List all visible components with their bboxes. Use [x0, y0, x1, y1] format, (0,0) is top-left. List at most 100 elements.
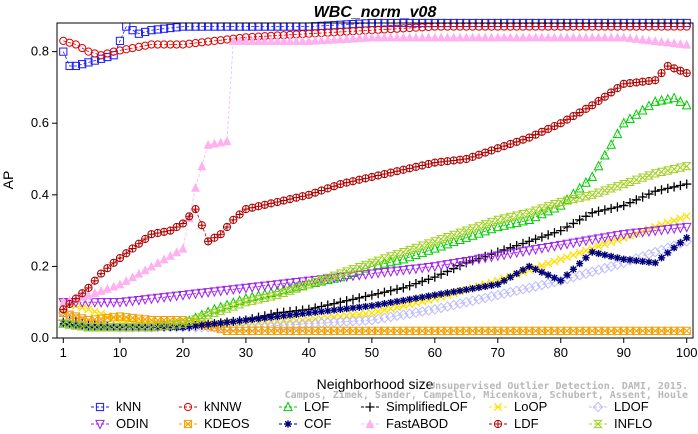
data-point-odin	[499, 250, 509, 261]
data-point-fastabod	[165, 250, 175, 260]
data-point-simplifiedlof	[575, 215, 585, 225]
data-point-lof	[606, 138, 617, 149]
data-point-simplifiedlof	[612, 202, 623, 212]
data-point-ldof	[498, 288, 510, 299]
data-point-odin	[373, 268, 384, 279]
data-point-fastabod	[669, 38, 679, 48]
data-point-cof	[613, 254, 622, 262]
data-point-knnw	[128, 43, 137, 53]
legend-label-cof: COF	[304, 416, 332, 431]
data-point-fastabod	[487, 32, 496, 42]
watermark-line-2: Unsupervised Outlier Detection. DAMI, 20…	[429, 380, 688, 392]
data-point-simplifiedlof	[581, 211, 591, 221]
data-point-knn	[166, 23, 175, 33]
x-axis-label: Neighborhood size	[317, 376, 434, 392]
data-point-odin	[606, 232, 617, 243]
data-point-ldf	[109, 258, 118, 267]
series-fastabod	[58, 32, 692, 307]
data-point-cof	[298, 310, 307, 318]
plot-area	[57, 18, 693, 335]
data-point-odin	[140, 295, 151, 306]
data-point-ldf	[279, 196, 288, 205]
data-point-ldof	[492, 289, 504, 301]
data-point-odin	[423, 263, 434, 273]
data-point-cof	[406, 295, 414, 303]
data-point-cof	[639, 257, 647, 265]
data-point-inflo	[322, 273, 333, 282]
data-point-ldf	[134, 239, 143, 248]
data-point-knnw	[147, 40, 156, 49]
data-point-knnw	[392, 24, 402, 33]
data-point-odin	[89, 298, 100, 308]
data-point-odin	[473, 254, 484, 265]
data-point-cof	[500, 277, 508, 285]
data-point-fastabod	[468, 32, 478, 42]
data-point-odin	[203, 288, 214, 298]
data-point-odin	[115, 298, 125, 308]
data-point-cof	[431, 291, 439, 299]
data-point-simplifiedlof	[568, 218, 578, 229]
data-point-cof	[664, 249, 672, 257]
data-point-odin	[492, 251, 503, 262]
data-point-fastabod	[235, 36, 245, 45]
data-point-inflo	[146, 323, 157, 332]
legend-label-loop: LoOP	[514, 399, 547, 414]
data-point-cof	[349, 304, 357, 312]
data-point-ldf	[71, 294, 80, 303]
data-point-inflo	[134, 323, 144, 332]
data-point-fastabod	[474, 32, 484, 42]
data-point-ldof	[448, 299, 460, 311]
data-point-knn	[141, 27, 150, 37]
data-point-knn	[84, 58, 93, 67]
data-point-ldf	[222, 222, 232, 232]
data-point-fastabod	[304, 36, 314, 45]
data-point-fastabod	[323, 35, 333, 44]
data-point-fastabod	[203, 139, 213, 149]
data-point-inflo	[348, 265, 358, 274]
data-point-cof	[267, 313, 275, 321]
data-point-odin	[222, 285, 232, 296]
data-point-inflo	[600, 186, 610, 195]
data-point-knnw	[216, 36, 225, 45]
data-point-cof	[538, 268, 546, 276]
data-point-inflo	[127, 323, 138, 332]
data-point-simplifiedlof	[556, 226, 566, 236]
data-point-ldof	[517, 284, 529, 295]
data-point-lof	[499, 219, 509, 230]
data-point-fastabod	[675, 39, 685, 48]
data-point-simplifiedlof	[411, 278, 421, 289]
legend-item-kdeos: KDEOS	[179, 416, 250, 431]
data-point-simplifiedlof	[518, 238, 528, 249]
data-point-knn	[78, 60, 87, 69]
data-point-fastabod	[524, 32, 534, 42]
data-point-cof	[248, 315, 256, 323]
data-point-ldf	[128, 244, 137, 253]
data-point-ldof	[530, 281, 541, 292]
data-point-knn	[71, 61, 80, 71]
data-point-ldof	[511, 285, 522, 297]
data-point-inflo	[354, 263, 365, 272]
data-point-inflo	[505, 212, 516, 222]
data-point-fastabod	[631, 34, 641, 43]
legend-item-lof: LOF	[279, 399, 329, 414]
data-point-inflo	[108, 323, 119, 332]
data-point-loop	[90, 307, 99, 316]
data-point-fastabod	[335, 34, 345, 44]
data-point-lof	[411, 249, 421, 260]
data-point-cof	[632, 257, 640, 265]
data-point-cof	[481, 282, 489, 291]
data-point-cof	[229, 317, 237, 326]
data-point-inflo	[549, 200, 560, 209]
data-point-ldf	[166, 226, 175, 235]
data-point-inflo	[373, 256, 383, 265]
data-point-lof	[461, 232, 472, 242]
data-point-inflo	[530, 206, 541, 215]
data-point-odin	[631, 228, 642, 239]
series-line-simplifiedlof	[63, 183, 687, 328]
data-point-inflo	[184, 317, 195, 326]
data-point-odin	[411, 264, 421, 275]
data-point-fastabod	[543, 32, 553, 42]
data-point-simplifiedlof	[436, 269, 446, 279]
data-point-odin	[178, 290, 188, 301]
data-point-odin	[574, 237, 585, 248]
